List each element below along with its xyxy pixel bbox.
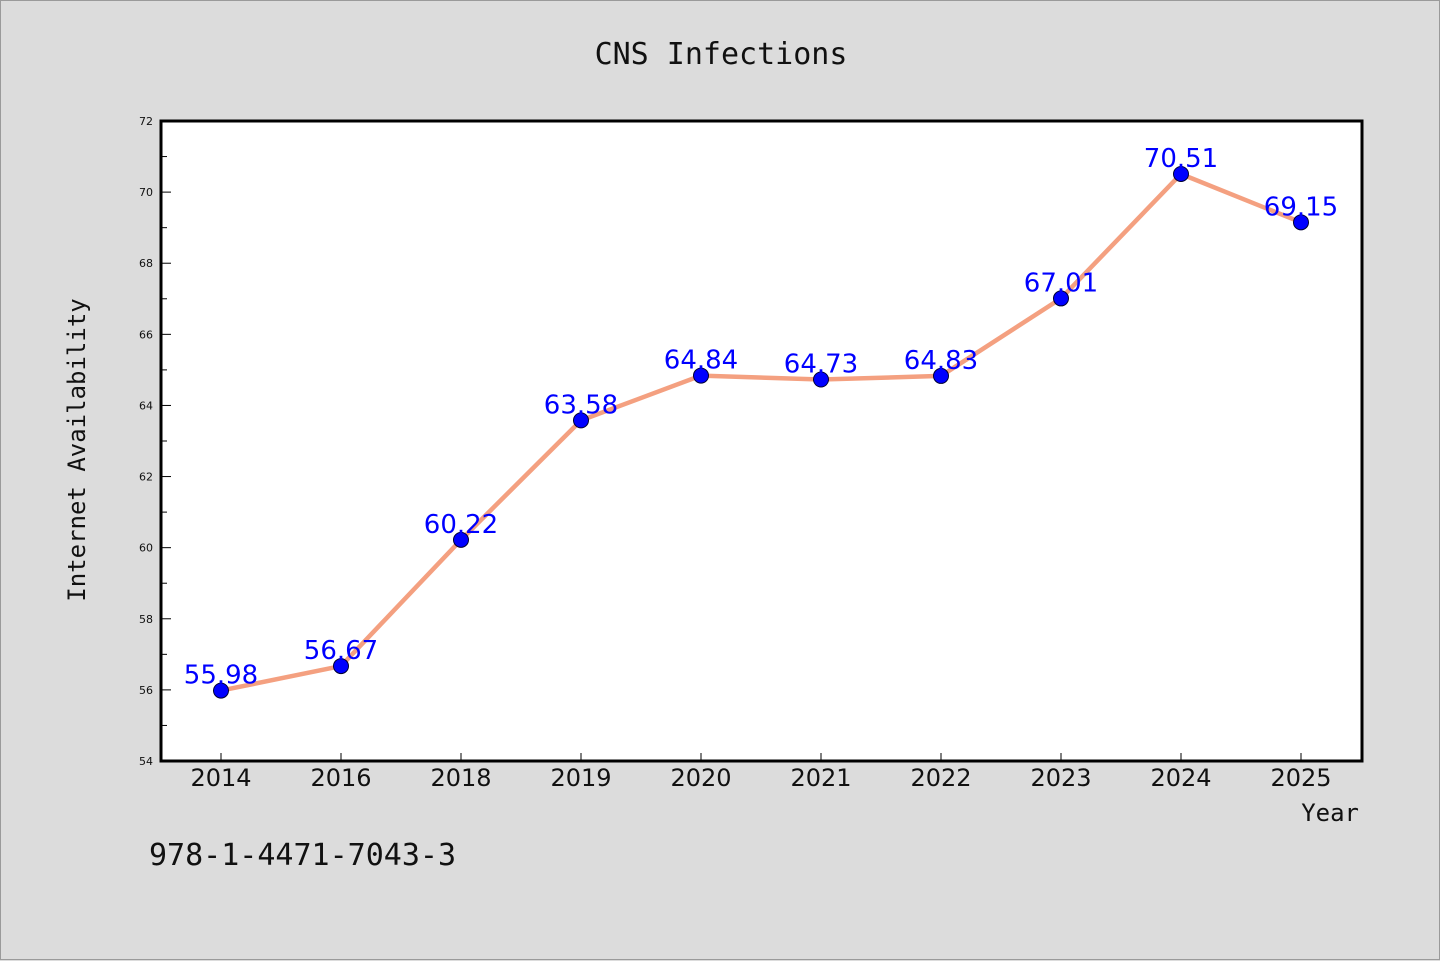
data-label: 64.73 bbox=[784, 349, 858, 379]
y-tick-label: 70 bbox=[139, 186, 153, 199]
x-axis-label: Year bbox=[1301, 799, 1359, 827]
data-point bbox=[1293, 214, 1309, 231]
data-labels-group: 55.98 56.67 60.22 63.58 64.84 64.73 64.83 67.01… bbox=[184, 144, 1338, 691]
data-label: 56.67 bbox=[304, 636, 378, 666]
y-tick-label: 72 bbox=[139, 115, 153, 128]
y-tick-label: 56 bbox=[139, 684, 153, 697]
data-point bbox=[573, 412, 589, 429]
data-point bbox=[693, 367, 709, 384]
series-line bbox=[218, 171, 1304, 693]
data-label: 67.01 bbox=[1024, 268, 1098, 298]
y-tick-label: 58 bbox=[139, 613, 153, 626]
series-line-group bbox=[218, 171, 1304, 693]
data-point bbox=[333, 658, 349, 675]
y-tick-label: 68 bbox=[139, 257, 153, 270]
data-label: 63.58 bbox=[544, 390, 618, 420]
x-tick-label: 2014 bbox=[190, 764, 251, 792]
chart-title: CNS Infections bbox=[595, 37, 848, 72]
x-tick-label: 2025 bbox=[1270, 764, 1331, 792]
data-label: 69.15 bbox=[1264, 192, 1338, 222]
x-tick-label: 2018 bbox=[430, 764, 491, 792]
data-point bbox=[1173, 165, 1189, 182]
data-label: 60.22 bbox=[424, 510, 498, 540]
data-label: 64.84 bbox=[664, 346, 738, 376]
x-tick-label: 2016 bbox=[310, 764, 371, 792]
y-tick-label: 66 bbox=[139, 328, 153, 341]
x-axis: 2014 2016 2018 2019 2020 2021 2022 2023 2024 2025 bbox=[190, 753, 1332, 792]
y-axis-label: Internet Availability bbox=[63, 298, 91, 601]
data-label: 55.98 bbox=[184, 661, 258, 691]
data-point bbox=[813, 371, 829, 388]
x-tick-label: 2021 bbox=[790, 764, 851, 792]
x-tick-label: 2023 bbox=[1030, 764, 1091, 792]
x-tick-label: 2024 bbox=[1150, 764, 1211, 792]
isbn-annotation: 978-1-4471-7043-3 bbox=[149, 838, 456, 873]
x-tick-label: 2022 bbox=[910, 764, 971, 792]
y-tick-label: 54 bbox=[139, 755, 153, 768]
data-point bbox=[453, 531, 469, 548]
markers-group bbox=[213, 165, 1309, 699]
data-point bbox=[1053, 290, 1069, 307]
data-point bbox=[933, 367, 949, 384]
data-label: 70.51 bbox=[1144, 144, 1218, 174]
data-label: 64.83 bbox=[904, 346, 978, 376]
y-tick-label: 60 bbox=[139, 542, 153, 555]
data-point bbox=[213, 682, 229, 699]
y-tick-label: 64 bbox=[139, 399, 153, 412]
plot-area bbox=[159, 119, 1364, 763]
x-tick-label: 2020 bbox=[670, 764, 731, 792]
x-tick-label: 2019 bbox=[550, 764, 611, 792]
y-axis: 54 56 58 60 62 64 66 68 70 72 bbox=[139, 115, 171, 768]
y-tick-label: 62 bbox=[139, 471, 153, 484]
